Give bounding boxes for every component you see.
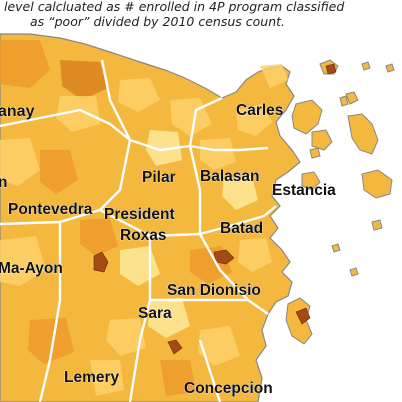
shade-region-9 [0,138,40,186]
shade-region-12 [0,236,46,286]
shade-region-11 [80,218,118,256]
shade-region-22 [90,360,124,396]
shade-region-21 [260,64,288,88]
place-label-pontevedra: Pontevedra [8,201,93,218]
place-label-ajuy: anay [0,103,35,120]
shade-region-8 [222,176,258,210]
place-label-carles: Carles [236,102,283,119]
place-label-pilar: Pilar [142,169,176,186]
island-gigante [347,113,379,155]
place-label-ma-ayon: Ma-Ayon [0,260,63,277]
island-small-2 [301,171,321,191]
islet-4 [309,147,321,159]
place-label-lemery: Lemery [64,369,120,386]
boundary-line-13 [198,339,222,402]
map-caption-line-1: level calcluated as # enrolled in 4P pro… [4,0,345,14]
shade-region-19 [198,326,240,366]
boundary-line-3 [214,146,269,152]
islet-3 [385,63,395,73]
place-label-san-dionisio: San Dionisio [167,282,261,299]
place-label-concepcion: Concepcion [184,380,273,397]
shade-region-6 [200,138,236,170]
high-value-area-4 [295,307,311,325]
islet-2 [361,61,371,71]
boundary-line-6 [99,208,231,238]
shade-region-5 [146,130,182,166]
boundary-line-12 [38,222,62,402]
island-southeast [361,169,393,199]
place-label-sara: Sara [138,305,172,322]
place-label-estancia: Estancia [272,182,336,199]
shade-region-17 [238,238,272,272]
high-value-area-3 [167,339,183,355]
place-label-balasan: Balasan [200,168,259,185]
boundary-line-4 [188,96,223,147]
shade-region-14 [148,298,190,338]
shade-region-20 [56,96,100,132]
shade-region-18 [28,318,74,364]
islet-6 [331,243,341,253]
island-small-1 [311,129,333,151]
map-caption-line-2: as “poor” divided by 2010 census count. [30,14,285,29]
boundary-line-7 [188,145,202,234]
shade-region-7 [236,104,272,136]
high-value-area-5 [325,63,337,75]
place-labels: anay Carles Pilar Balasan Estancia nPontevedr… [0,102,336,398]
high-value-area-1 [93,251,109,273]
boundary-line-9 [128,236,152,402]
place-label-roxas: Roxas [120,227,167,244]
shade-region-2 [60,60,108,100]
islet-7 [349,267,359,277]
boundary-line-2 [100,59,215,152]
place-label-n-fragment: n [0,174,7,191]
boundary-line-10 [198,233,269,315]
islet-1 [345,91,359,105]
shade-region-1 [0,40,50,88]
boundary-line-8 [229,205,277,228]
place-label-batad: Batad [220,220,263,237]
place-label-president: President [104,206,175,223]
boundary-line-1 [0,108,131,141]
shade-region-23 [160,360,196,396]
islet-8 [339,95,349,107]
shade-region-3 [118,78,160,112]
shade-region-10 [40,150,78,194]
barangay-shading [0,40,337,396]
island-sicogon [291,99,323,135]
shade-region-15 [106,318,146,356]
municipal-boundaries [0,59,277,402]
islet-5 [371,219,383,231]
